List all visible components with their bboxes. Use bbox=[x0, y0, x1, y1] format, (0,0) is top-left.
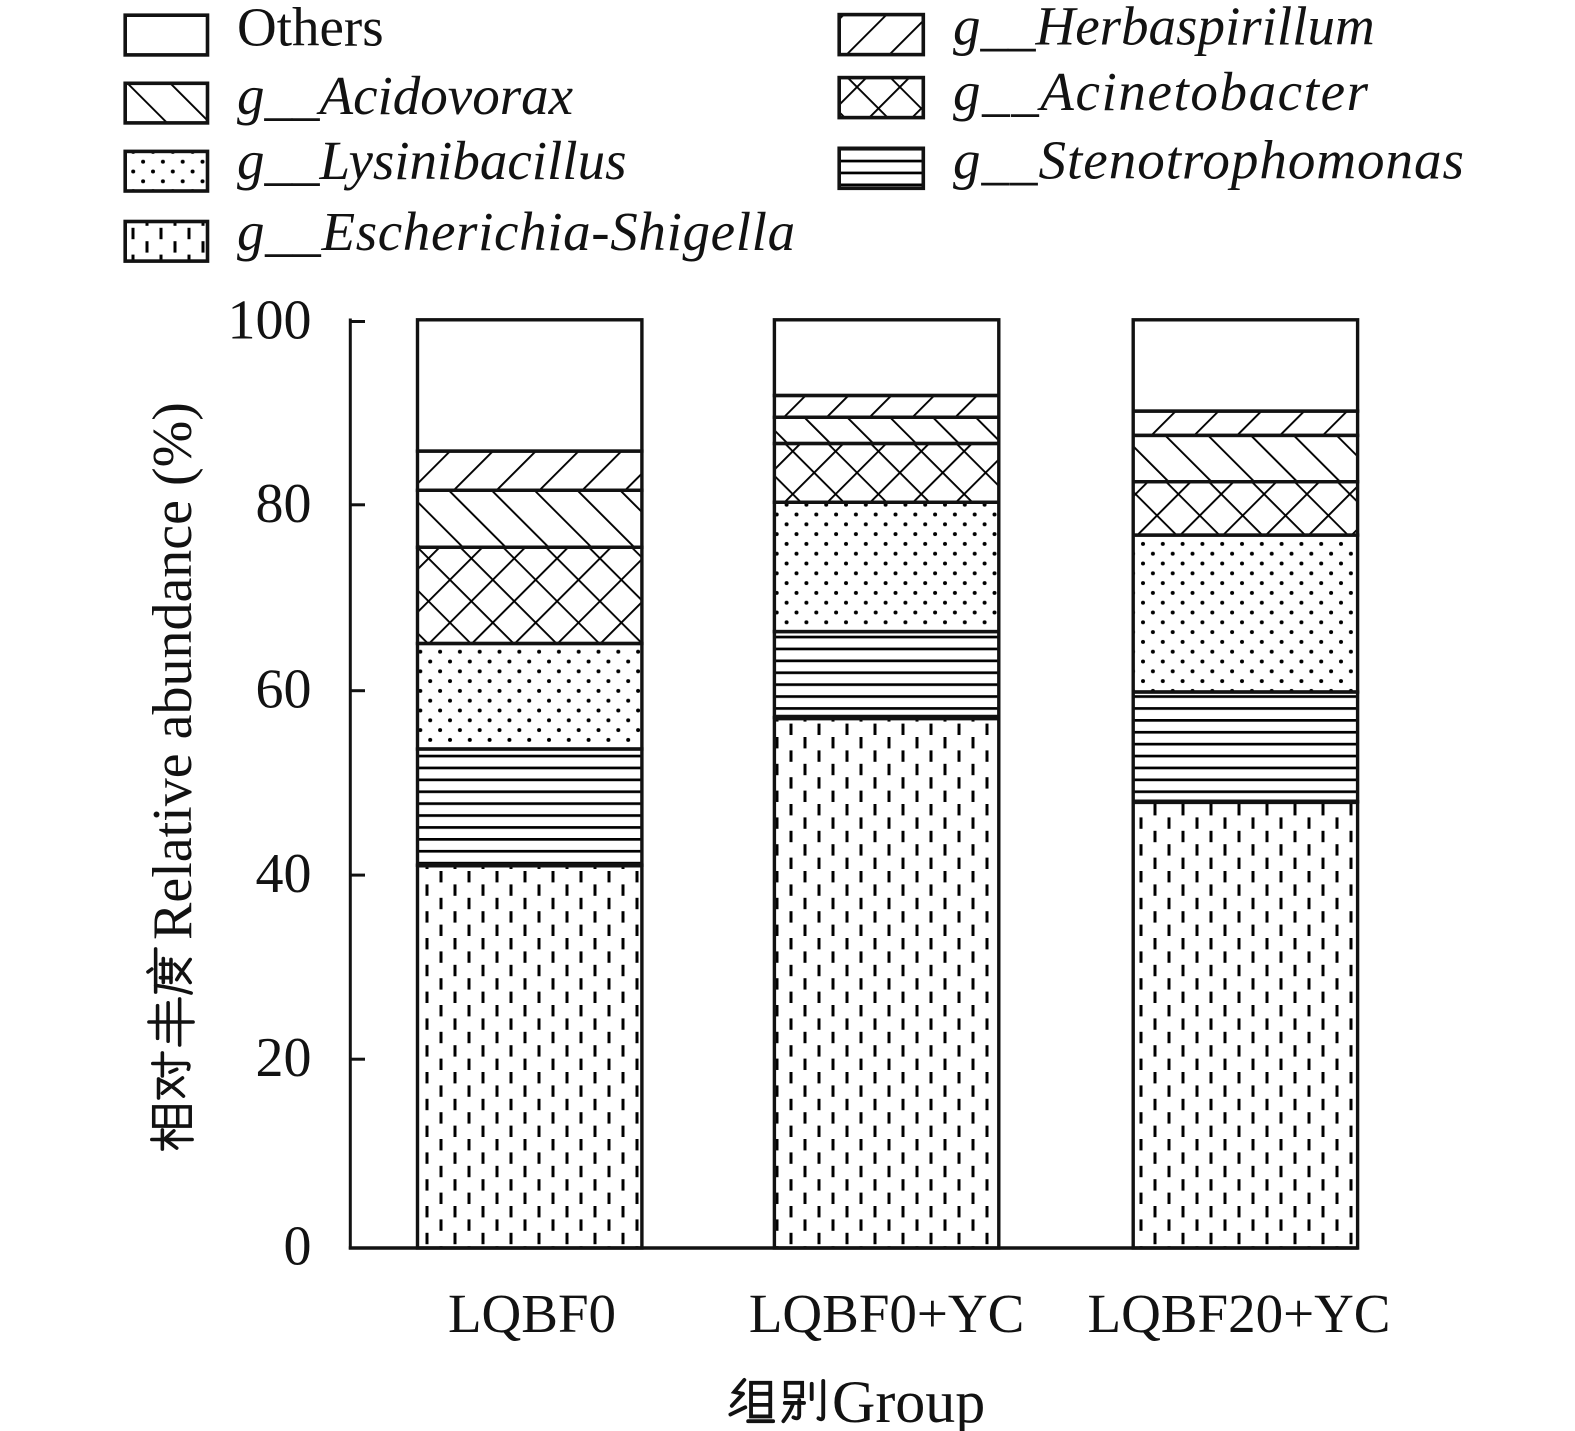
svg-text:LQBF0+YC: LQBF0+YC bbox=[749, 1283, 1025, 1344]
svg-text:LQBF0: LQBF0 bbox=[448, 1283, 616, 1344]
svg-text:Others: Others bbox=[237, 0, 384, 58]
svg-text:Relative abundance (%): Relative abundance (%) bbox=[142, 402, 204, 940]
svg-text:LQBF20+YC: LQBF20+YC bbox=[1087, 1283, 1390, 1344]
svg-text:g__Stenotrophomonas: g__Stenotrophomonas bbox=[953, 129, 1465, 190]
svg-text:20: 20 bbox=[256, 1027, 312, 1089]
svg-text:g__Lysinibacillus: g__Lysinibacillus bbox=[237, 130, 627, 191]
svg-text:g__Acinetobacter: g__Acinetobacter bbox=[953, 61, 1370, 122]
svg-text:g__Escherichia-Shigella: g__Escherichia-Shigella bbox=[237, 201, 796, 262]
svg-text:80: 80 bbox=[256, 473, 312, 535]
svg-text:Group: Group bbox=[832, 1369, 985, 1431]
svg-text:40: 40 bbox=[256, 843, 312, 905]
svg-text:g__Herbaspirillum: g__Herbaspirillum bbox=[953, 0, 1375, 57]
svg-text:100: 100 bbox=[228, 290, 312, 352]
svg-text:0: 0 bbox=[284, 1216, 312, 1278]
svg-text:60: 60 bbox=[256, 659, 312, 721]
svg-text:g__Acidovorax: g__Acidovorax bbox=[237, 65, 574, 126]
